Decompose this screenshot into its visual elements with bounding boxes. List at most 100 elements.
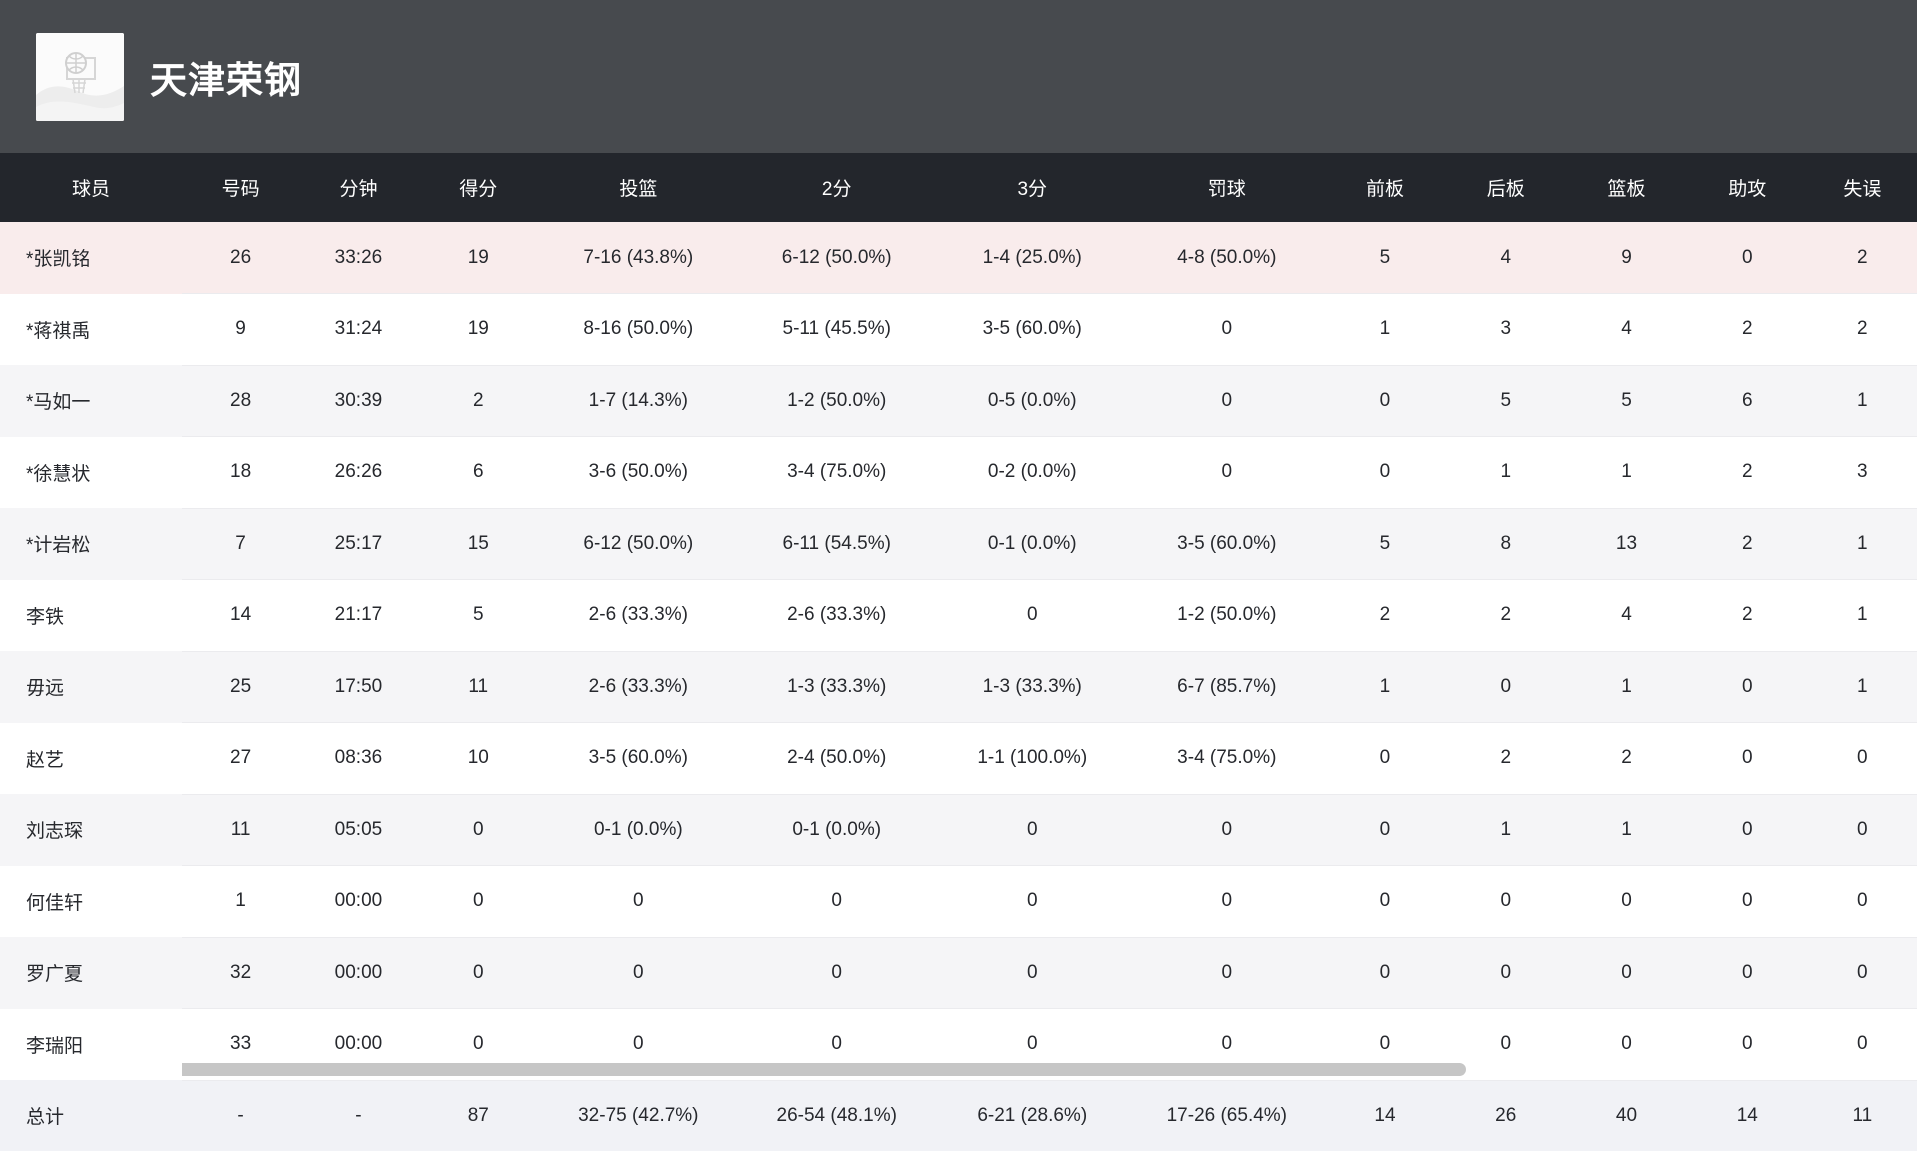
cell-fg: 3-5 (60.0%) [538,722,738,794]
cell-points: 15 [417,507,539,580]
cell-ft: 17-26 (65.4%) [1129,1079,1325,1151]
player-row[interactable]: 何佳轩 1 00:00 0 0 0 0 0 0 0 0 0 0 [0,865,1917,937]
cell-fg: 8-16 (50.0%) [538,293,738,365]
cell-number: 11 [182,793,300,866]
cell-fg: 2-6 (33.3%) [538,650,738,723]
cell-three: 0 [935,579,1130,651]
column-header-oreb: 前板 [1324,153,1446,222]
cell-three: 0 [935,865,1130,937]
cell-dreb: 0 [1445,865,1567,937]
cell-two: 0-1 (0.0%) [738,793,936,866]
cell-reb: 4 [1566,579,1687,651]
cell-reb: 2 [1566,722,1687,794]
cell-minutes: 31:24 [299,293,418,365]
player-row[interactable]: 赵艺 27 08:36 10 3-5 (60.0%) 2-4 (50.0%) 1-1 (10… [0,722,1917,794]
cell-two: 0 [738,865,936,937]
cell-tov: 3 [1807,436,1917,508]
cell-player: *蒋祺禹 [0,293,183,365]
cell-tov: 1 [1807,650,1917,723]
cell-three: 0-2 (0.0%) [935,436,1130,508]
cell-tov: 0 [1807,793,1917,866]
cell-dreb: 2 [1445,722,1567,794]
cell-minutes: 21:17 [299,579,418,651]
cell-number: 14 [182,579,300,651]
cell-number: 26 [182,222,300,294]
cell-points: 5 [417,579,539,651]
cell-fg: 2-6 (33.3%) [538,579,738,651]
cell-oreb: 0 [1324,793,1446,866]
player-row[interactable]: 罗广夏 32 00:00 0 0 0 0 0 0 0 0 0 0 [0,936,1917,1009]
cell-tov: 0 [1807,1008,1917,1080]
cell-oreb: 0 [1324,936,1446,1009]
cell-number: 7 [182,507,300,580]
player-row[interactable]: *蒋祺禹 9 31:24 19 8-16 (50.0%) 5-11 (45.5%) 3-5 … [0,293,1917,365]
player-row[interactable]: 毋远 25 17:50 11 2-6 (33.3%) 1-3 (33.3%) 1-3 (33… [0,650,1917,723]
cell-player: *张凯铭 [0,222,183,294]
cell-player: *徐慧状 [0,436,183,508]
cell-points: 19 [417,222,539,294]
column-header-three: 3分 [935,153,1130,222]
cell-two: 6-11 (54.5%) [738,507,936,580]
cell-fg: 0-1 (0.0%) [538,793,738,866]
cell-tov: 1 [1807,507,1917,580]
cell-minutes: 17:50 [299,650,418,723]
cell-ft: 3-5 (60.0%) [1129,507,1325,580]
cell-minutes: 30:39 [299,364,418,437]
cell-tov: 11 [1807,1079,1917,1151]
cell-oreb: 1 [1324,650,1446,723]
cell-three: 1-3 (33.3%) [935,650,1130,723]
cell-two: 0 [738,936,936,1009]
horizontal-scrollbar-thumb[interactable] [182,1063,1466,1076]
team-logo [36,32,124,121]
total-row: 总计 - -87 32-75 (42.7%) 26-54 (48.1%) 6-21 (28… [0,1079,1917,1151]
cell-oreb: 0 [1324,436,1446,508]
player-row[interactable]: *张凯铭 26 33:26 19 7-16 (43.8%) 6-12 (50.0%) 1-4… [0,222,1917,294]
cell-two: 1-3 (33.3%) [738,650,936,723]
player-row[interactable]: 刘志琛 11 05:05 0 0-1 (0.0%) 0-1 (0.0%) 0 0 0 1 1 0 0 [0,793,1917,866]
column-header-ast: 助攻 [1686,153,1808,222]
player-row[interactable]: 李铁 14 21:17 5 2-6 (33.3%) 2-6 (33.3%) 0 1-2 (50… [0,579,1917,651]
team-header-panel: 天津荣钢 [0,0,1917,153]
cell-number: - [182,1079,300,1151]
cell-fg: 1-7 (14.3%) [538,364,738,437]
cell-ast: 2 [1686,507,1808,580]
player-row[interactable]: *马如一 28 30:39 2 1-7 (14.3%) 1-2 (50.0%) 0-5 (0… [0,364,1917,437]
cell-points: 19 [417,293,539,365]
cell-dreb: 3 [1445,293,1567,365]
cell-fg: 6-12 (50.0%) [538,507,738,580]
column-header-player: 球员 [0,153,183,222]
cell-tov: 1 [1807,579,1917,651]
cell-minutes: 05:05 [299,793,418,866]
cell-reb: 5 [1566,364,1687,437]
cell-fg: 32-75 (42.7%) [538,1079,738,1151]
cell-reb: 4 [1566,293,1687,365]
cell-points: 87 [417,1079,539,1151]
column-header-minutes: 分钟 [299,153,418,222]
cell-three: 1-1 (100.0%) [935,722,1130,794]
table-body: *张凯铭 26 33:26 19 7-16 (43.8%) 6-12 (50.0%) 1-4… [0,222,1917,1151]
cell-two: 1-2 (50.0%) [738,364,936,437]
cell-ft: 4-8 (50.0%) [1129,222,1325,294]
cell-reb: 1 [1566,436,1687,508]
cell-player: 刘志琛 [0,794,183,866]
cell-ast: 14 [1686,1079,1808,1151]
cell-number: 32 [182,936,300,1009]
cell-player: 李铁 [0,579,183,651]
cell-points: 10 [417,722,539,794]
cell-number: 25 [182,650,300,723]
cell-ft: 0 [1129,293,1325,365]
cell-oreb: 0 [1324,722,1446,794]
cell-number: 18 [182,436,300,508]
player-row[interactable]: *计岩松 7 25:17 15 6-12 (50.0%) 6-11 (54.5%) 0-1 … [0,507,1917,580]
player-row[interactable]: *徐慧状 18 26:26 6 3-6 (50.0%) 3-4 (75.0%) 0-2 (0… [0,436,1917,508]
cell-dreb: 0 [1445,650,1567,723]
cell-dreb: 8 [1445,507,1567,580]
cell-player: 总计 [0,1080,183,1151]
cell-ast: 2 [1686,436,1808,508]
cell-three: 3-5 (60.0%) [935,293,1130,365]
cell-player: *计岩松 [0,508,183,580]
cell-minutes: 25:17 [299,507,418,580]
cell-points: 2 [417,364,539,437]
cell-oreb: 2 [1324,579,1446,651]
cell-minutes: 26:26 [299,436,418,508]
